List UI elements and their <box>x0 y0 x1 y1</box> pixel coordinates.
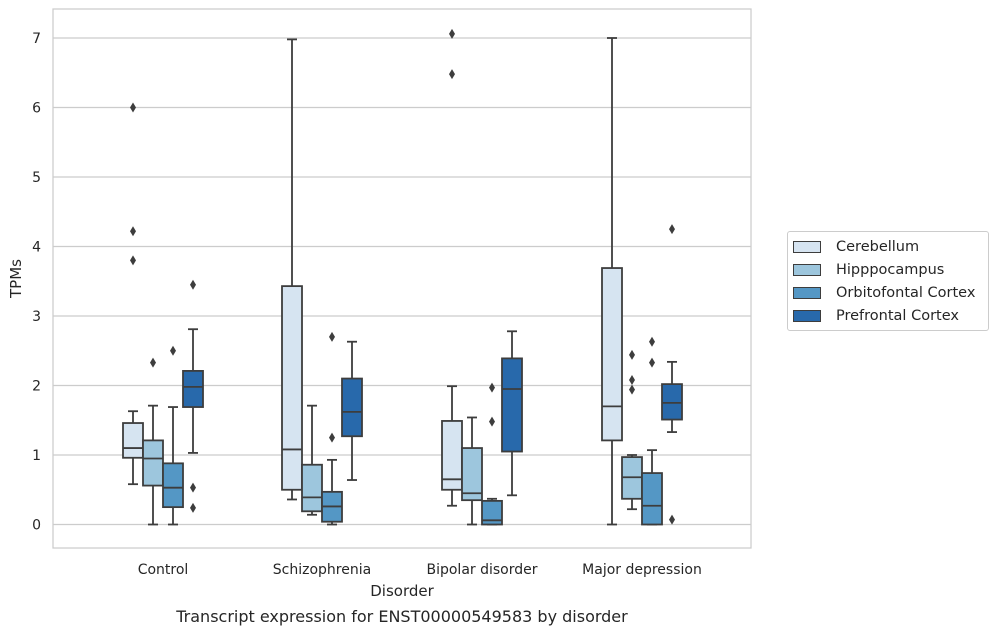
box <box>501 357 523 453</box>
outlier-point <box>669 514 675 525</box>
x-tick-label: Schizophrenia <box>273 562 371 578</box>
box <box>122 422 144 459</box>
box-group <box>162 345 184 526</box>
y-axis-label: TPMs <box>7 259 25 299</box>
x-tick-label: Control <box>138 562 189 578</box>
outlier-point <box>170 345 176 356</box>
box <box>301 463 323 513</box>
box <box>162 462 184 509</box>
box-group <box>641 336 663 526</box>
y-tick-label: 0 <box>32 518 41 534</box>
outlier-point <box>130 226 136 237</box>
outlier-point <box>669 224 675 235</box>
legend-label: Hipppocampus <box>836 261 945 278</box>
legend-label: Cerebellum <box>836 238 920 255</box>
box-group <box>341 340 363 481</box>
y-tick-label: 2 <box>32 379 41 395</box>
legend-swatch <box>793 309 821 322</box>
legend-entry: Prefrontal Cortex <box>788 304 988 327</box>
legend-swatch <box>793 240 821 253</box>
box-group <box>601 37 623 526</box>
box <box>601 267 623 442</box>
box <box>641 472 663 526</box>
outlier-point <box>150 357 156 368</box>
box <box>142 439 164 487</box>
y-tick-label: 6 <box>32 101 41 117</box>
boxes <box>122 28 683 526</box>
y-tick-label: 5 <box>32 170 41 186</box>
outlier-point <box>629 349 635 360</box>
legend-label: Prefrontal Cortex <box>836 307 959 324</box>
box-group <box>321 331 343 526</box>
y-tick-label: 3 <box>32 309 41 325</box>
x-tick-label: Bipolar disorder <box>426 562 537 578</box>
box-group <box>501 330 523 497</box>
box <box>281 285 303 491</box>
outlier-point <box>329 331 335 342</box>
outlier-point <box>130 102 136 113</box>
legend-label: Orbitofontal Cortex <box>836 284 976 301</box>
outlier-point <box>130 255 136 266</box>
box-group <box>301 404 323 516</box>
y-tick-label: 4 <box>32 240 41 256</box>
box-group <box>122 102 144 486</box>
x-axis-label: Disorder <box>370 582 434 600</box>
outlier-point <box>489 382 495 393</box>
box-group <box>461 416 483 526</box>
legend: Cerebellum Hipppocampus Orbitofontal Corte… <box>787 231 989 331</box>
y-tick-label: 1 <box>32 448 41 464</box>
y-tick-label: 7 <box>32 31 41 47</box>
outlier-point <box>190 502 196 513</box>
box-group <box>441 28 463 507</box>
outlier-point <box>449 69 455 80</box>
x-axis-ticks: Control Schizophrenia Bipolar disorder Majo… <box>138 562 702 578</box>
gridlines <box>53 37 751 526</box>
box <box>182 370 204 408</box>
outlier-point <box>190 279 196 290</box>
box-group <box>142 357 164 526</box>
box-group <box>182 279 204 513</box>
outlier-point <box>629 384 635 395</box>
outlier-point <box>489 416 495 427</box>
box <box>661 383 683 421</box>
box <box>481 499 503 526</box>
box-group <box>621 349 643 511</box>
box <box>341 377 363 438</box>
outlier-point <box>649 336 655 347</box>
legend-entry: Orbitofontal Cortex <box>788 281 988 304</box>
legend-entry: Cerebellum <box>788 235 988 258</box>
x-tick-label: Major depression <box>582 562 702 578</box>
box-group <box>281 38 303 501</box>
plot-area-frame <box>52 8 752 549</box>
legend-swatch <box>793 263 821 276</box>
outlier-point <box>190 482 196 493</box>
chart-caption: Transcript expression for ENST0000054958… <box>175 607 628 626</box>
outlier-point <box>449 28 455 39</box>
box-group <box>481 382 503 526</box>
outlier-point <box>629 374 635 385</box>
legend-entry: Hipppocampus <box>788 258 988 281</box>
box-group <box>661 224 683 525</box>
y-axis-ticks: 0 1 2 3 4 5 6 7 <box>32 31 41 534</box>
box <box>461 447 483 502</box>
outlier-point <box>329 432 335 443</box>
legend-swatch <box>793 286 821 299</box>
outlier-point <box>649 357 655 368</box>
